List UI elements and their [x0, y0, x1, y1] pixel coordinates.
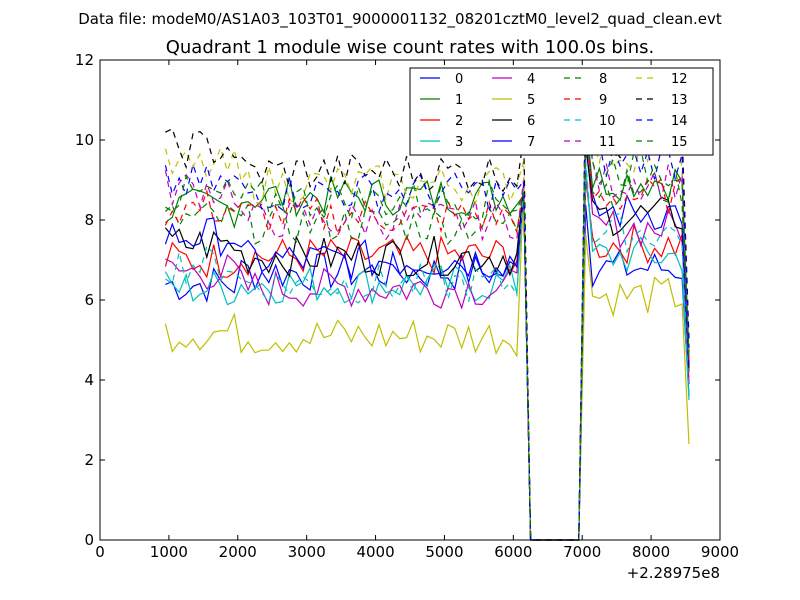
x-tick-label: 1000: [150, 543, 188, 561]
legend-label-10: 10: [599, 114, 616, 129]
x-tick-label: 6000: [494, 543, 532, 561]
legend-box: [409, 67, 714, 156]
series-line-12: [164, 89, 690, 541]
y-tick-label: 8: [84, 211, 94, 229]
data-file-label: Data file: modeM0/AS1A03_103T01_90000011…: [78, 10, 722, 29]
legend-label-11: 11: [599, 135, 616, 150]
legend-label-9: 9: [599, 93, 607, 108]
y-tick-label: 4: [84, 371, 94, 389]
series-line-8: [164, 122, 690, 541]
x-tick-label: 3000: [288, 543, 326, 561]
series-line-5: [164, 187, 690, 541]
legend-label-3: 3: [455, 135, 463, 150]
legend-label-13: 13: [671, 93, 688, 108]
series-line-1: [165, 112, 690, 541]
x-tick-label: 7000: [563, 543, 601, 561]
x-tick-label: 8000: [632, 543, 670, 561]
chart-title: Quadrant 1 module wise count rates with …: [166, 37, 655, 58]
series-line-7: [164, 125, 690, 541]
legend-label-15: 15: [671, 135, 688, 150]
series-line-15: [165, 88, 690, 541]
legend-label-12: 12: [671, 72, 688, 87]
axis-ticks: 0 1000 2000 3000 4000 5000 6000 7000 8000 9000 0 2 4…: [75, 51, 739, 561]
y-tick-label: 0: [84, 531, 94, 549]
legend-label-2: 2: [455, 114, 463, 129]
x-tick-label: 2000: [219, 543, 257, 561]
series-line-3: [164, 166, 690, 541]
series-line-10: [165, 160, 690, 541]
y-tick-label: 12: [75, 51, 94, 69]
x-tick-label: 4000: [356, 543, 394, 561]
x-tick-label: 9000: [701, 543, 739, 561]
legend-label-8: 8: [599, 72, 607, 87]
series-line-11: [164, 113, 690, 541]
y-tick-label: 2: [84, 451, 94, 469]
series-line-2: [164, 179, 690, 541]
legend-label-4: 4: [527, 72, 535, 87]
y-tick-label: 10: [75, 131, 94, 149]
x-offset-label: +2.28975e8: [627, 564, 720, 582]
legend-label-1: 1: [455, 93, 463, 108]
series-line-4: [165, 136, 690, 541]
legend-label-14: 14: [671, 114, 688, 129]
series-line-6: [164, 146, 690, 541]
series-line-9: [164, 109, 690, 541]
legend-label-7: 7: [527, 135, 535, 150]
y-tick-label: 6: [84, 291, 94, 309]
legend-label-0: 0: [455, 72, 463, 87]
legend-label-6: 6: [527, 114, 535, 129]
x-tick-label: 5000: [425, 543, 463, 561]
series-line-14: [164, 79, 690, 541]
x-tick-label: 0: [95, 543, 105, 561]
series-line-0: [165, 193, 690, 541]
plot-lines: [164, 76, 690, 541]
legend-label-5: 5: [527, 93, 535, 108]
